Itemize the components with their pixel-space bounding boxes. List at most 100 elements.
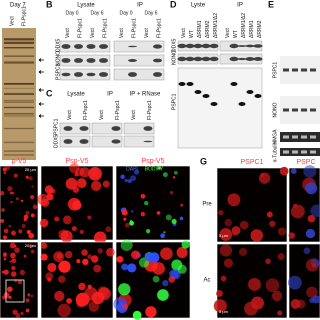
cell [25,210,30,215]
band [229,56,239,62]
cell [56,253,63,259]
band [178,82,186,86]
cell [0,191,5,196]
band [86,58,96,63]
gel-band [4,83,34,85]
cell [172,176,176,179]
cell [58,275,66,283]
cell [3,252,7,256]
lane-label: ΔRRM2 [205,20,211,38]
band [153,44,162,49]
cell [177,264,187,274]
cell [171,218,177,225]
cell [140,193,146,199]
cell [23,254,27,258]
gel-band [4,154,34,156]
band [292,68,298,72]
arrow [38,102,44,106]
band [86,44,96,49]
cell [21,224,26,228]
cell [146,228,151,234]
stain-label: DAPI [126,166,138,172]
band [74,58,83,63]
cell [216,290,223,297]
cell [0,219,5,223]
cell [180,203,184,207]
cell [25,308,30,313]
band [128,45,137,48]
day-label: Day 0 [65,10,78,16]
band [246,90,254,94]
gel-band [4,150,34,152]
band [310,150,316,154]
cell [30,294,34,298]
lane-label: Fl-Pspc1 [102,18,108,38]
cell [88,167,102,181]
cell [28,176,33,181]
cell [244,301,258,316]
gel-band [4,87,34,89]
cell [9,192,13,195]
cell [223,258,234,268]
cell [106,247,115,257]
band [185,56,195,62]
band [201,43,211,49]
band [292,108,298,112]
cell [81,249,88,256]
cell [32,204,38,210]
cell [3,228,9,234]
arrow [38,114,44,118]
band [230,82,238,86]
cell [45,272,54,281]
cell [23,214,29,220]
cell [93,231,107,244]
band [202,94,210,98]
group-label: Lyste [191,3,206,9]
cell [69,163,80,174]
cell [121,303,129,311]
cell [132,310,142,320]
group-label: IP [237,3,243,9]
lane-label: Fl-Pspc1 [83,100,89,120]
cell [258,172,271,184]
cell [265,258,271,264]
cell [232,231,237,236]
day-label: Day 0 [119,10,132,16]
band [254,94,262,98]
cell [12,309,18,315]
cell [8,224,12,228]
cell [87,284,92,290]
band [128,59,137,62]
cell [76,297,86,308]
cell [305,228,316,239]
band [128,72,137,77]
row-label: α-Tubulin [272,141,278,162]
band [61,72,71,77]
micrograph [115,165,191,241]
arrow [38,88,44,92]
image-title: PSPC [296,159,315,166]
band [185,43,195,49]
band [61,44,71,49]
lane-label: WT [189,30,195,38]
gel-band [4,99,34,102]
cell [10,271,17,277]
band [99,44,108,49]
gel-band [4,113,34,115]
cell [67,197,81,211]
lane-label: ΔRRM1 [197,20,203,38]
cell [3,257,7,261]
cell [169,190,174,195]
cell [277,253,285,261]
panel-letter: C [46,88,53,98]
blot [59,68,111,81]
cell [30,195,35,200]
blot [113,54,165,67]
cell [82,258,89,266]
cell [78,282,86,291]
band [283,150,289,154]
lane-label: Fl-Pspc1 [115,100,121,120]
band [238,102,246,106]
cell [224,218,232,227]
scale-bar-label: 5 µm [219,233,229,238]
